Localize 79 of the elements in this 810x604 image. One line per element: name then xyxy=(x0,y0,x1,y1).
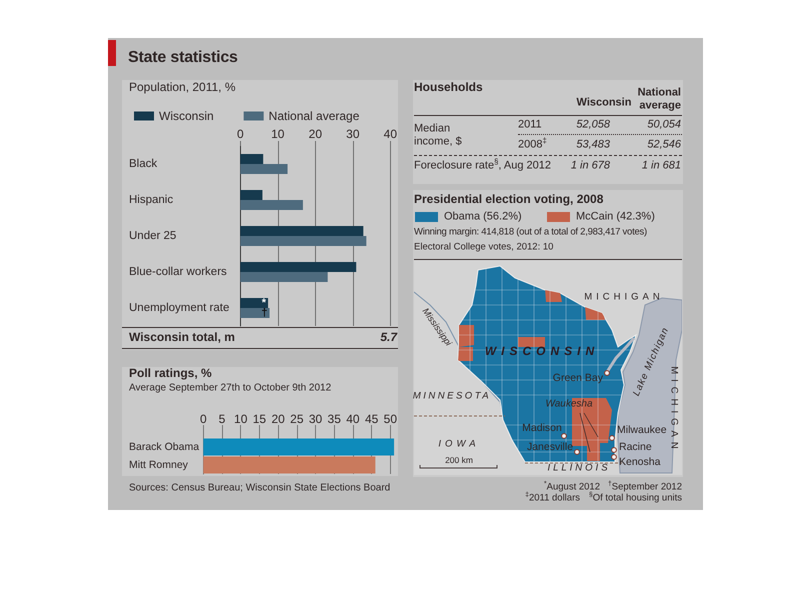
y-tick-label: Blue-collar workers xyxy=(129,266,228,278)
chart-subtitle: Population, 2011, % xyxy=(129,80,236,95)
y-tick-label: Unemployment rate xyxy=(129,302,230,314)
text: Electoral College votes, 2012: 10 xyxy=(414,242,554,254)
x-tick-label: 30 xyxy=(308,412,323,426)
text: National average xyxy=(638,86,681,111)
x-tick-label: 15 xyxy=(252,412,266,426)
x-tick-label: 45 xyxy=(364,412,379,426)
text: Households xyxy=(414,80,483,95)
text: $^{*}$August 2012 xyxy=(544,480,600,493)
chart-title: State statistics xyxy=(128,48,238,68)
x-tick-label: 35 xyxy=(328,412,342,426)
x-tick-label: 30 xyxy=(346,127,360,141)
text: 1 in 678 xyxy=(570,160,610,172)
text: 200 km xyxy=(445,455,473,466)
x-tick-label: 10 xyxy=(234,412,248,426)
y-tick-label: Black xyxy=(129,158,158,170)
legend-label: National average xyxy=(268,109,360,123)
data-label: * xyxy=(262,297,267,309)
bar xyxy=(240,236,366,246)
bar xyxy=(240,226,364,236)
text: Janesville xyxy=(526,440,574,454)
text: Wisconsin xyxy=(576,96,632,110)
text: 5.7 xyxy=(380,330,397,345)
text: Madison xyxy=(522,422,562,434)
text: 1 in 681 xyxy=(642,160,681,172)
text: MINNESOTA xyxy=(412,390,492,402)
text: Green Bay xyxy=(552,372,603,384)
text: Racine xyxy=(619,440,652,454)
legend-label: McCain (42.3%) xyxy=(576,210,655,224)
x-tick-label: 20 xyxy=(308,127,322,141)
x-tick-label: 0 xyxy=(200,412,207,426)
y-tick-label: Under 25 xyxy=(129,230,176,242)
bar xyxy=(240,272,328,282)
x-tick-label: 50 xyxy=(384,412,398,426)
x-tick-label: 20 xyxy=(271,412,286,426)
y-tick-label: Mitt Romney xyxy=(129,459,189,471)
x-tick-label: 40 xyxy=(346,412,360,426)
text: Kenosha xyxy=(619,456,660,468)
y-tick-label: Hispanic xyxy=(129,194,174,206)
text: $^{§}$Of total housing units xyxy=(589,491,682,504)
bar xyxy=(240,262,356,272)
text: MICHIGAN xyxy=(668,366,680,454)
text: Median income, $ xyxy=(414,122,463,148)
x-tick-label: 5 xyxy=(218,412,226,426)
text: 53,483 xyxy=(576,138,610,152)
text: 2008$^{‡}$ xyxy=(518,136,547,152)
x-tick-label: 10 xyxy=(271,127,285,141)
source-note: Sources: Census Bureau; Wisconsin State Elections Board xyxy=(129,482,390,494)
text: Foreclosure rate$^{§}$, Aug 2012 xyxy=(414,157,551,172)
text: WISCONSIN xyxy=(484,344,600,359)
text: IOWA xyxy=(438,438,480,450)
text: Milwaukee xyxy=(617,424,667,436)
bar xyxy=(240,164,288,174)
bar xyxy=(240,200,303,210)
text: $^{‡}$2011 dollars xyxy=(525,491,580,504)
bar xyxy=(240,298,268,308)
chart-subtitle: Average September 27th to October 9th 2012 xyxy=(129,382,332,394)
x-tick-label: 40 xyxy=(384,127,398,141)
text: 52,058 xyxy=(576,118,610,132)
legend-label: Wisconsin xyxy=(159,109,214,123)
data-label: † xyxy=(261,307,268,319)
bar xyxy=(240,154,264,164)
text: MICHIGAN xyxy=(584,292,664,304)
text: 50,054 xyxy=(647,118,681,132)
x-tick-label: 0 xyxy=(236,127,244,141)
text: $^{†}$September 2012 xyxy=(608,480,682,494)
text: Winning margin: 414,818 (out of a total of 2,983,417 votes) xyxy=(414,226,647,238)
text: 2011 xyxy=(518,118,542,132)
text: ILLINOIS xyxy=(547,462,611,474)
text: Presidential election voting, 2008 xyxy=(414,192,604,207)
chart-title: Poll ratings, % xyxy=(129,366,212,381)
text: 52,546 xyxy=(647,138,681,152)
legend-label: Obama (56.2%) xyxy=(444,210,522,224)
text: Wisconsin total, m xyxy=(129,330,235,345)
x-tick-label: 25 xyxy=(290,412,304,426)
bar xyxy=(240,308,270,318)
bar xyxy=(240,190,262,200)
y-tick-label: Barack Obama xyxy=(129,441,200,453)
